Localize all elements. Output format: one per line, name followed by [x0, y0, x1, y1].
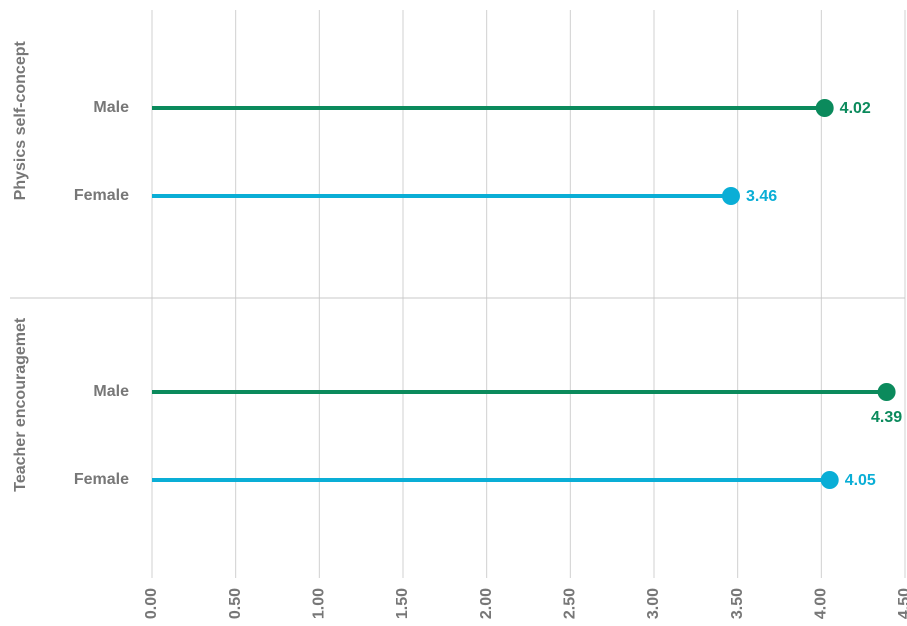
data-label: 4.05	[845, 472, 876, 489]
group-label: Physics self-concept	[12, 41, 29, 201]
category-label: Female	[74, 187, 129, 204]
category-label: Female	[74, 471, 129, 488]
x-tick-label: 3.00	[645, 588, 662, 619]
x-tick-label: 2.00	[478, 588, 495, 619]
x-tick-label: 4.50	[896, 588, 907, 619]
x-tick-label: 0.00	[143, 588, 160, 619]
data-label: 3.46	[746, 188, 777, 205]
lollipop-dot	[815, 99, 834, 117]
category-label: Male	[93, 383, 129, 400]
group-label: Teacher encouragemet	[12, 317, 29, 492]
x-tick-label: 2.50	[562, 588, 579, 619]
data-label: 4.02	[840, 100, 871, 117]
x-tick-label: 1.50	[394, 588, 411, 619]
x-tick-label: 0.50	[227, 588, 244, 619]
lollipop-dot	[877, 383, 896, 401]
x-tick-label: 3.50	[729, 588, 746, 619]
data-label: 4.39	[871, 409, 902, 426]
lollipop-dot	[721, 187, 740, 205]
lollipop-dot	[820, 471, 839, 489]
x-tick-label: 4.00	[813, 588, 830, 619]
x-tick-label: 1.00	[311, 588, 328, 619]
category-label: Male	[93, 99, 129, 116]
